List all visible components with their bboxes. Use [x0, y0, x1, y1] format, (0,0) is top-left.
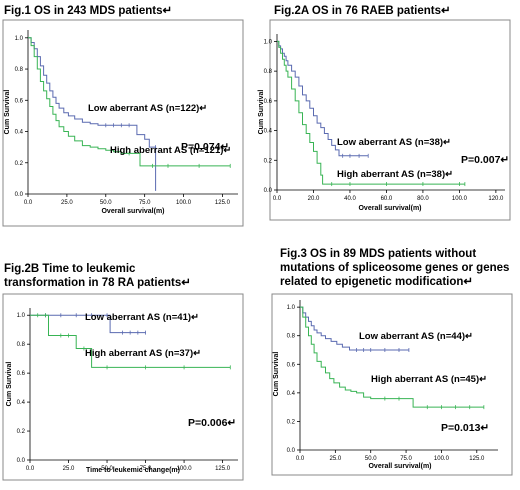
fig2b-series-low-line	[30, 314, 146, 334]
fig1-series-low-label: Low aberrant AS (n=122)↵	[88, 103, 207, 114]
fig2b-x-tick-label: 50.0	[101, 466, 113, 472]
fig3-series-high-line	[300, 306, 484, 408]
fig2b-series-high-line	[30, 314, 231, 368]
fig2b-y-tick-label: 1.0	[17, 313, 26, 319]
fig2a-series-low-label: Low aberrant AS (n=38)↵	[337, 137, 451, 148]
fig1-x-axis-label: Overall survival(m)	[101, 208, 164, 215]
fig1-series-high-label: High aberrant AS (n=121)↵	[110, 145, 231, 156]
fig2a-x-tick-label: 80.0	[417, 196, 429, 202]
fig2a-title: Fig.2A OS in 76 RAEB patients↵	[274, 4, 451, 18]
fig2b-y-tick-label: 0.2	[17, 429, 26, 435]
fig3-x-tick-label: 100.0	[434, 456, 450, 462]
fig2a-x-tick-label: 0.0	[273, 196, 282, 202]
fig1-x-tick-label: 0.0	[24, 200, 33, 206]
fig2b-title-line-1: Fig.2B Time to leukemic	[4, 263, 136, 275]
fig1-y-tick-label: 0.4	[15, 130, 24, 136]
fig2a-x-tick-label: 100.0	[452, 196, 468, 202]
fig3-y-tick-label: 1.0	[287, 305, 296, 311]
fig3-series-low-label: Low aberrant AS (n=44)↵	[359, 331, 473, 342]
fig1-x-tick-label: 100.0	[176, 200, 192, 206]
fig2a-y-tick-label: 0.6	[264, 99, 273, 105]
fig2b-y-tick-label: 0.0	[17, 458, 26, 464]
fig3-title-line-1: Fig.3 OS in 89 MDS patients without	[280, 248, 477, 260]
fig2a-y-tick-label: 0.8	[264, 69, 273, 75]
fig3-title-line-3: related to epigenetic modification↵	[280, 276, 474, 288]
fig2b-x-tick-label: 0.0	[26, 466, 35, 472]
fig3-x-tick-label: 0.0	[296, 456, 305, 462]
fig2b-title-line-2: transformation in 78 RA patients↵	[4, 277, 191, 289]
fig1-x-tick-label: 75.0	[139, 200, 151, 206]
fig3-x-tick-label: 75.0	[400, 456, 412, 462]
fig2b-series-high-label: High aberrant AS (n=37)↵	[85, 348, 201, 359]
fig2a-x-tick-label: 40.0	[344, 196, 356, 202]
fig2a-x-tick-label: 60.0	[381, 196, 393, 202]
fig1-p-value: P=0.074↵	[181, 141, 229, 153]
fig1-x-tick-label: 50.0	[100, 200, 112, 206]
fig2b-chart: 0.0 0.2 0.4 0.6 0.8 1.0 0.0 25.0 50.0 75.0 100.0 12…	[2, 293, 244, 481]
fig3-y-tick-label: 0.6	[287, 362, 296, 368]
fig2a-p-value: P=0.007↵	[461, 154, 509, 166]
fig2b-title: Fig.2B Time to leukemic transformation i…	[4, 262, 191, 290]
fig3-series-high-label: High aberrant AS (n=45)↵	[371, 374, 487, 385]
fig1-y-tick-label: 0.0	[15, 192, 24, 198]
fig2b-y-tick-label: 0.8	[17, 342, 26, 348]
fig2a-y-tick-label: 0.2	[264, 158, 273, 164]
fig1-x-tick-label: 25.0	[61, 200, 73, 206]
fig2b-x-axis-label: Time to leukemic change(m)	[86, 467, 180, 474]
fig3-y-tick-label: 0.0	[287, 448, 296, 454]
fig3-y-axis-label: Cum Survival	[273, 352, 280, 397]
fig3-y-tick-label: 0.2	[287, 419, 296, 425]
fig1-x-tick-label: 125.0	[215, 200, 231, 206]
fig3-y-tick-label: 0.8	[287, 334, 296, 340]
fig2a-y-tick-label: 0.0	[264, 188, 273, 194]
fig1-y-tick-label: 0.8	[15, 67, 24, 73]
fig2a-series-low-line	[277, 40, 369, 157]
fig2a-title-line-1: Fig.2A OS in 76 RAEB patients↵	[274, 5, 451, 17]
fig2a-y-axis-label: Cum Survival	[258, 90, 265, 135]
fig2b-y-tick-label: 0.4	[17, 400, 26, 406]
fig1-series-high-line	[28, 37, 231, 167]
fig3-y-tick-label: 0.4	[287, 391, 296, 397]
fig2b-series-low-label: Low aberrant AS (n=41)↵	[85, 312, 199, 323]
fig2a-frame	[269, 19, 511, 221]
fig2b-y-tick-label: 0.6	[17, 371, 26, 377]
fig1-chart: 0.0 0.2 0.4 0.6 0.8 1.0 0.0 25.0 50.0 75.0 100.0 12…	[2, 19, 244, 227]
fig3-title-line-2: mutations of spliceosome genes or genes	[280, 262, 510, 274]
fig3-chart: 0.0 0.2 0.4 0.6 0.8 1.0 0.0 25.0 50.0 75.0 100.0 12…	[271, 293, 513, 476]
fig1-title-line-1: Fig.1 OS in 243 MDS patients↵	[4, 5, 173, 17]
fig2a-chart: 0.0 0.2 0.4 0.6 0.8 1.0 0.0 20.0 40.0 60.0 80.0 100…	[258, 19, 511, 221]
fig3-p-value: P=0.013↵	[441, 422, 489, 434]
fig1-y-axis-label: Cum Survival	[4, 90, 11, 135]
fig2a-y-tick-label: 1.0	[264, 39, 273, 45]
fig2a-y-tick-label: 0.4	[264, 129, 273, 135]
fig3-x-tick-label: 25.0	[330, 456, 342, 462]
fig2b-y-axis-label: Cum Survival	[6, 362, 13, 407]
fig2b-x-tick-label: 100.0	[177, 466, 193, 472]
fig3-x-axis-label: Overall survival(m)	[368, 463, 431, 470]
fig3-frame	[271, 293, 513, 476]
fig3-series-low-line	[300, 306, 409, 351]
fig1-series-low-line	[28, 37, 157, 191]
fig2a-x-tick-label: 120.0	[488, 196, 504, 202]
fig1-y-tick-label: 1.0	[15, 36, 24, 42]
fig3-x-tick-label: 125.0	[469, 456, 485, 462]
fig2b-p-value: P=0.006↵	[188, 417, 236, 429]
fig2a-series-high-label: High aberrant AS (n=38)↵	[337, 169, 453, 180]
fig2b-frame	[2, 293, 244, 481]
fig1-title: Fig.1 OS in 243 MDS patients↵	[4, 4, 172, 18]
fig2b-x-tick-label: 75.0	[140, 466, 152, 472]
fig2b-x-tick-label: 125.0	[215, 466, 231, 472]
fig3-x-tick-label: 50.0	[365, 456, 377, 462]
fig1-y-tick-label: 0.6	[15, 98, 24, 104]
fig2a-x-axis-label: Overall survival(m)	[358, 205, 421, 212]
fig2a-series-high-line	[277, 40, 465, 185]
fig2a-x-tick-label: 20.0	[308, 196, 320, 202]
fig2b-x-tick-label: 25.0	[63, 466, 75, 472]
fig1-frame	[2, 19, 244, 227]
fig3-title: Fig.3 OS in 89 MDS patients without muta…	[280, 247, 509, 289]
fig1-y-tick-label: 0.2	[15, 161, 24, 167]
